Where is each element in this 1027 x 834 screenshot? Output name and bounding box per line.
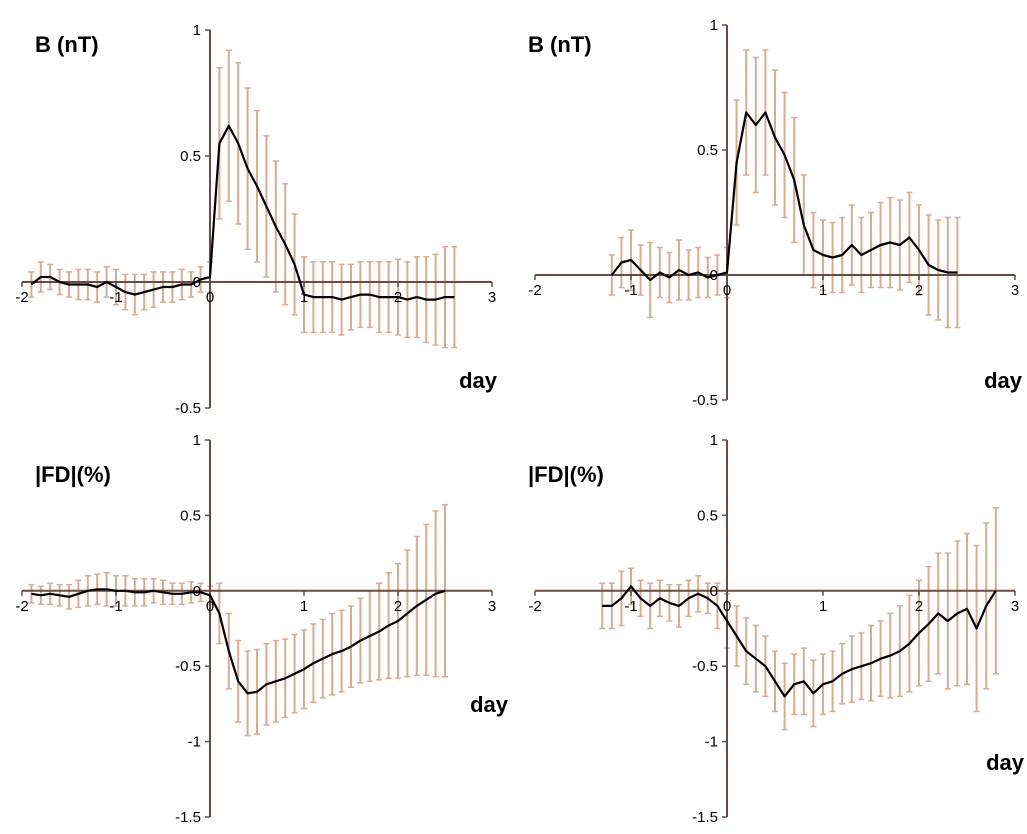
y-tick-label: -1.5 <box>175 809 201 826</box>
x-tick-label: -2 <box>528 282 541 299</box>
x-tick-label: -2 <box>15 598 28 615</box>
x-axis-label: day <box>459 368 498 393</box>
x-tick-label: 3 <box>1011 598 1019 615</box>
x-tick-label: -1 <box>624 598 637 615</box>
x-tick-label: 2 <box>394 598 402 615</box>
y-tick-label: 0 <box>710 583 718 600</box>
y-axis-label: B (nT) <box>528 32 592 57</box>
x-tick-label: 3 <box>1011 282 1019 299</box>
y-tick-label: -1 <box>188 734 201 751</box>
x-axis-label: day <box>470 692 509 717</box>
x-tick-label: 3 <box>488 598 496 615</box>
x-tick-label: 1 <box>819 282 827 299</box>
y-tick-label: 0.5 <box>180 148 201 165</box>
data-line <box>602 585 997 698</box>
y-tick-label: -0.5 <box>175 400 201 417</box>
y-tick-label: 0.5 <box>180 507 201 524</box>
y-tick-label: -0.5 <box>692 392 718 409</box>
x-tick-label: -2 <box>528 598 541 615</box>
y-tick-label: 1 <box>710 17 718 34</box>
x-tick-label: -1 <box>624 282 637 299</box>
y-tick-label: -0.5 <box>175 658 201 675</box>
data-line <box>31 588 446 695</box>
x-tick-label: 2 <box>915 598 923 615</box>
y-tick-label: -0.5 <box>692 658 718 675</box>
data-line <box>30 124 455 301</box>
y-axis-label: B (nT) <box>35 32 99 57</box>
y-tick-label: 1 <box>193 22 201 39</box>
data-line <box>610 111 958 282</box>
x-tick-label: 0 <box>206 598 214 615</box>
y-tick-label: 0.5 <box>697 507 718 524</box>
x-tick-label: -2 <box>15 289 28 306</box>
x-tick-label: 3 <box>488 289 496 306</box>
x-tick-label: 1 <box>300 289 308 306</box>
y-axis-label: |FD|(%) <box>528 462 604 487</box>
x-tick-label: 2 <box>915 282 923 299</box>
x-tick-label: 1 <box>300 598 308 615</box>
x-tick-label: 0 <box>206 289 214 306</box>
y-tick-label: 0.5 <box>697 142 718 159</box>
x-axis-label: day <box>984 368 1023 393</box>
y-axis-label: |FD|(%) <box>35 462 111 487</box>
x-tick-label: -1 <box>109 598 122 615</box>
x-tick-label: 1 <box>819 598 827 615</box>
y-tick-label: 1 <box>193 432 201 449</box>
x-axis-label: day <box>986 750 1025 775</box>
x-tick-label: -1 <box>109 289 122 306</box>
x-tick-label: 0 <box>723 598 731 615</box>
y-tick-label: 1 <box>710 432 718 449</box>
y-tick-label: -1.5 <box>692 809 718 826</box>
x-tick-label: 0 <box>723 282 731 299</box>
y-tick-label: -1 <box>705 734 718 751</box>
